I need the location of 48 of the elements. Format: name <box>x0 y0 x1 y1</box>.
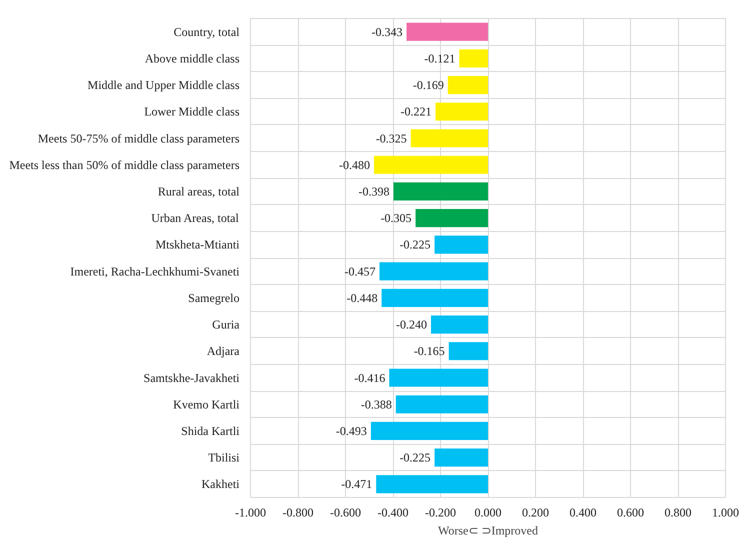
y-tick-label: Adjara <box>206 344 240 358</box>
data-label: -0.343 <box>372 24 403 39</box>
y-tick-label: Country, total <box>174 24 240 39</box>
y-tick-label: Mtskheta-Mtianti <box>156 238 240 252</box>
data-label: -0.305 <box>380 211 412 226</box>
x-tick-label: -0.600 <box>330 506 361 520</box>
data-label: -0.480 <box>339 158 370 172</box>
data-label: -0.225 <box>400 238 431 252</box>
x-tick-label: -0.400 <box>378 506 408 520</box>
y-tick-label: Kvemo Kartli <box>173 397 240 412</box>
x-tick-label: 0.000 <box>474 506 502 520</box>
y-tick-label: Imereti, Racha-Lechkhumi-Svaneti <box>70 264 240 278</box>
x-tick-label: 0.800 <box>664 506 692 520</box>
data-label: -0.169 <box>412 78 444 92</box>
y-tick-label: Urban Areas, total <box>151 211 240 226</box>
data-label: -0.225 <box>400 450 431 465</box>
data-label: -0.325 <box>376 131 407 146</box>
x-tick-label: -0.200 <box>425 506 456 520</box>
y-tick-label: Guria <box>212 318 240 332</box>
x-tick-label: 1.000 <box>712 506 739 520</box>
x-tick-label: -0.800 <box>282 506 314 520</box>
x-tick-label: -1.000 <box>235 506 266 520</box>
y-tick-label: Samegrelo <box>188 290 240 305</box>
data-label: -0.388 <box>360 397 392 412</box>
data-label: -0.493 <box>336 424 367 438</box>
y-tick-label: Lower Middle class <box>144 104 240 119</box>
data-label: -0.240 <box>396 318 428 332</box>
y-tick-label: Meets 50-75% of middle class parameters <box>38 131 240 146</box>
data-label: -0.448 <box>346 290 378 305</box>
x-tick-label: 0.200 <box>522 506 549 520</box>
y-tick-label: Middle and Upper Middle class <box>88 78 240 92</box>
data-label: -0.221 <box>400 104 432 119</box>
y-tick-label: Shida Kartli <box>181 424 240 438</box>
data-label: -0.471 <box>341 477 372 492</box>
y-tick-label: Rural areas, total <box>158 184 240 198</box>
y-tick-label: Meets less than 50% of middle class parameters <box>9 158 240 172</box>
data-label: -0.457 <box>344 264 376 278</box>
x-tick-label: 0.400 <box>570 506 596 520</box>
y-tick-label: Above middle class <box>144 51 240 66</box>
data-label: -0.416 <box>354 370 386 385</box>
y-tick-label: Tbilisi <box>208 450 240 465</box>
data-label: -0.398 <box>358 184 390 198</box>
y-tick-label: Kakheti <box>202 477 240 492</box>
data-label: -0.121 <box>424 51 456 66</box>
x-axis-title: Worse⊂ ⊃Improved <box>438 524 538 538</box>
x-tick-label: 0.600 <box>617 506 644 520</box>
y-tick-label: Samtskhe-Javakheti <box>144 370 240 385</box>
data-label: -0.165 <box>414 344 445 358</box>
